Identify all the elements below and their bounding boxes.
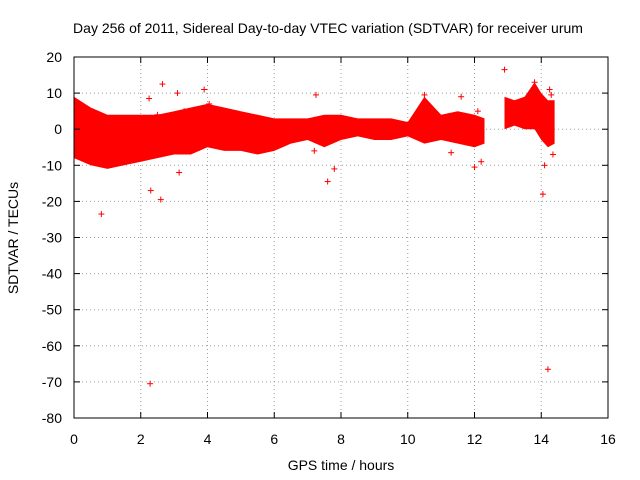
- dense-point-band: [74, 96, 485, 169]
- x-tick-label: 4: [204, 431, 212, 447]
- data-point: [541, 162, 548, 169]
- y-tick-label: 20: [46, 49, 62, 65]
- dense-point-band: [504, 82, 555, 148]
- y-tick-label: -30: [42, 230, 62, 246]
- data-point: [176, 169, 183, 176]
- data-point: [421, 91, 428, 98]
- dense-data-bands: [74, 82, 555, 169]
- chart-title: Day 256 of 2011, Sidereal Day-to-day VTE…: [73, 20, 583, 36]
- x-tick-label: 0: [70, 431, 78, 447]
- data-point: [324, 178, 331, 185]
- scatter-points: [98, 66, 556, 387]
- data-point: [539, 191, 546, 198]
- x-tick-label: 10: [400, 431, 416, 447]
- x-tick-label: 16: [600, 431, 616, 447]
- x-tick-labels: 0 2 4 6 8 10 12 14 16: [70, 431, 616, 447]
- data-point: [181, 108, 188, 115]
- data-point: [544, 366, 551, 373]
- data-point: [159, 81, 166, 88]
- y-tick-label: 10: [46, 85, 62, 101]
- y-tick-label: -70: [42, 374, 62, 390]
- y-tick-label: 0: [54, 121, 62, 137]
- data-point: [98, 211, 105, 218]
- y-tick-label: -40: [42, 266, 62, 282]
- data-point: [548, 91, 555, 98]
- data-point: [311, 147, 318, 154]
- data-point: [478, 158, 485, 165]
- y-tick-label: -20: [42, 193, 62, 209]
- data-point: [549, 151, 556, 158]
- y-tick-label: -60: [42, 338, 62, 354]
- data-point: [471, 164, 478, 171]
- y-axis-label: SDTVAR / TECUs: [5, 182, 21, 294]
- y-tick-label: -80: [42, 410, 62, 426]
- x-tick-label: 6: [270, 431, 278, 447]
- data-point: [147, 187, 154, 194]
- x-tick-label: 2: [137, 431, 145, 447]
- data-point: [474, 108, 481, 115]
- data-point: [206, 100, 213, 107]
- data-point: [146, 95, 153, 102]
- data-point: [147, 380, 154, 387]
- plot-frame: [73, 56, 609, 419]
- data-point: [154, 111, 161, 118]
- data-point: [201, 86, 208, 93]
- data-point: [157, 196, 164, 203]
- x-axis-label: GPS time / hours: [288, 457, 395, 473]
- data-point: [531, 79, 538, 86]
- data-point: [174, 90, 181, 97]
- y-tick-label: -10: [42, 157, 62, 173]
- x-tick-label: 8: [337, 431, 345, 447]
- data-point: [448, 149, 455, 156]
- data-point: [501, 66, 508, 73]
- data-point: [331, 165, 338, 172]
- x-tick-label: 14: [533, 431, 549, 447]
- y-tick-labels: -80 -70 -60 -50 -40 -30 -20 -10 0 10 20: [42, 49, 62, 426]
- data-point: [546, 86, 553, 93]
- x-tick-label: 12: [467, 431, 483, 447]
- data-point: [424, 100, 431, 107]
- data-point: [312, 91, 319, 98]
- y-tick-label: -50: [42, 302, 62, 318]
- data-point: [458, 93, 465, 100]
